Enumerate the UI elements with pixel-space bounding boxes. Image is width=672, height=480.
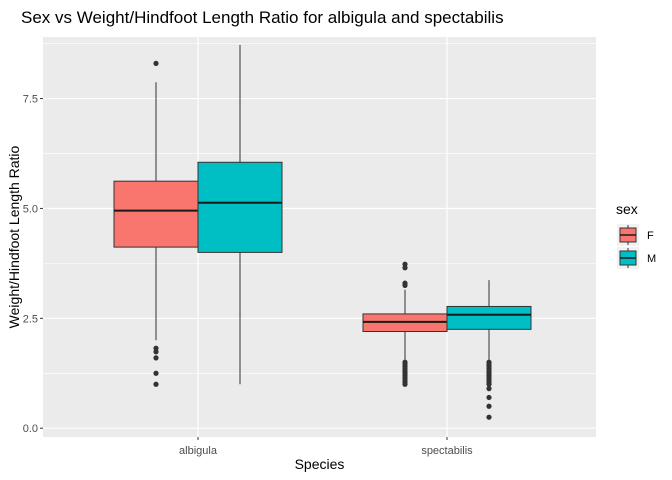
outlier-point: [153, 355, 159, 361]
outlier-point: [486, 381, 492, 387]
y-tick-label: 7.5: [23, 94, 38, 106]
x-axis-title: Species: [295, 456, 345, 472]
legend-label-F: F: [647, 230, 654, 242]
outlier-point: [486, 414, 492, 420]
legend-title: sex: [616, 201, 638, 217]
box-F-spectabilis: [362, 261, 448, 387]
legend: sex FM: [616, 201, 656, 269]
box-M-albigula: [197, 44, 283, 385]
box-body: [113, 180, 199, 248]
outlier-point: [486, 403, 492, 409]
box-F-albigula: [113, 60, 199, 387]
outlier-point: [402, 381, 408, 387]
grid-lines: [43, 37, 596, 437]
box-M-spectabilis: [446, 280, 532, 420]
outlier-point: [153, 349, 159, 355]
outlier-point: [486, 386, 492, 392]
y-tick-label: 5.0: [23, 203, 38, 215]
x-tick-label: albigula: [179, 445, 218, 457]
outlier-point: [402, 282, 408, 288]
legend-label-M: M: [647, 253, 656, 265]
y-tick-label: 2.5: [23, 313, 38, 325]
outlier-point: [402, 265, 408, 271]
y-tick-label: 0.0: [23, 423, 38, 435]
y-axis-title: Weight/Hindfoot Length Ratio: [6, 145, 22, 328]
outlier-point: [153, 370, 159, 376]
chart-title: Sex vs Weight/Hindfoot Length Ratio for …: [21, 8, 504, 27]
x-tick-label: spectabilis: [421, 445, 473, 457]
x-axis: albigula spectabilis: [179, 437, 473, 457]
outlier-point: [153, 381, 159, 387]
outlier-point: [486, 394, 492, 401]
outlier-point: [153, 60, 159, 66]
y-axis: 0.0 2.5 5.0 7.5: [23, 94, 43, 435]
box-series: [113, 44, 532, 420]
box-body: [446, 305, 532, 330]
box-body: [197, 161, 283, 253]
